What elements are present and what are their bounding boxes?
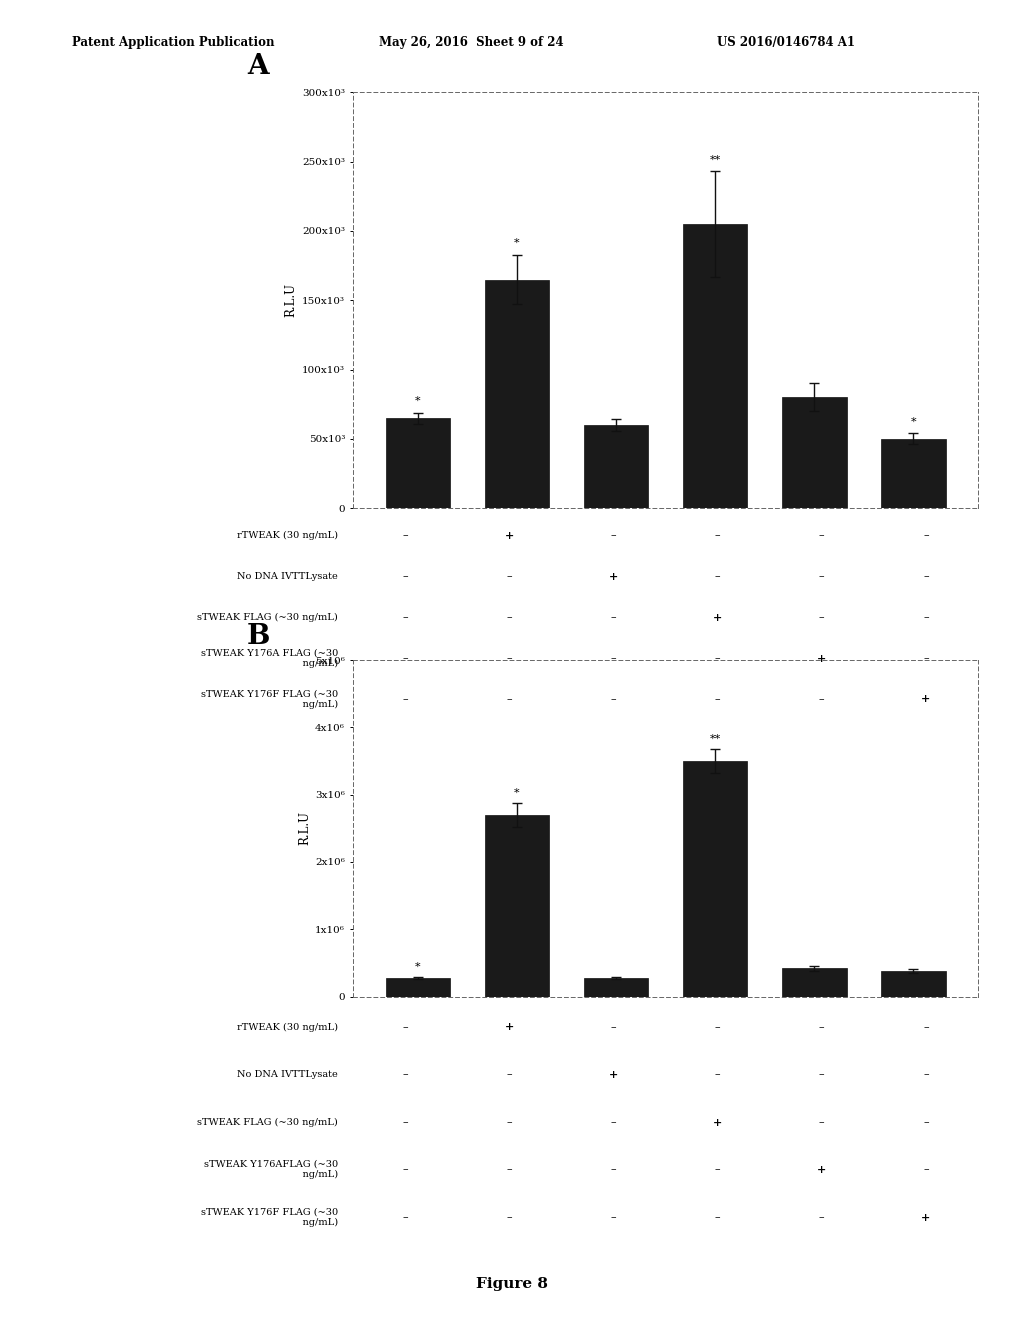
Bar (484, 814, 549, 997)
Bar (683, 760, 748, 997)
Y-axis label: R.L.U: R.L.U (285, 284, 298, 317)
Text: **: ** (710, 156, 721, 165)
Text: +: + (609, 1069, 618, 1080)
Text: –: – (507, 612, 512, 622)
Bar (782, 397, 847, 508)
Text: *: * (514, 239, 520, 248)
Text: –: – (402, 694, 409, 704)
Bar (385, 418, 450, 508)
Text: –: – (923, 572, 929, 581)
Text: –: – (402, 612, 409, 622)
Text: –: – (402, 572, 409, 581)
Text: –: – (507, 1164, 512, 1175)
Text: –: – (715, 1022, 721, 1032)
Text: A: A (247, 53, 268, 81)
Text: –: – (610, 694, 616, 704)
Text: –: – (610, 1022, 616, 1032)
Text: –: – (402, 1022, 409, 1032)
Text: +: + (505, 529, 514, 541)
Text: –: – (819, 1022, 824, 1032)
Text: –: – (507, 572, 512, 581)
Text: No DNA IVTTLysate: No DNA IVTTLysate (238, 572, 338, 581)
Text: –: – (610, 1117, 616, 1127)
Text: –: – (715, 694, 721, 704)
Bar (882, 972, 946, 997)
Text: +: + (505, 1022, 514, 1032)
Text: –: – (715, 1069, 721, 1080)
Text: rTWEAK (30 ng/mL): rTWEAK (30 ng/mL) (237, 1023, 338, 1031)
Text: sTWEAK Y176A FLAG (~30
    ng/mL): sTWEAK Y176A FLAG (~30 ng/mL) (201, 648, 338, 668)
Text: +: + (817, 652, 826, 664)
Text: B: B (247, 623, 270, 649)
Text: –: – (819, 1212, 824, 1222)
Text: –: – (819, 572, 824, 581)
Text: +: + (609, 570, 618, 582)
Text: sTWEAK FLAG (~30 ng/mL): sTWEAK FLAG (~30 ng/mL) (198, 612, 338, 622)
Bar (385, 978, 450, 997)
Bar (584, 425, 648, 508)
Text: –: – (923, 1164, 929, 1175)
Text: *: * (514, 788, 520, 797)
Text: +: + (713, 1117, 722, 1127)
Text: Patent Application Publication: Patent Application Publication (72, 36, 274, 49)
Text: *: * (415, 396, 421, 407)
Text: Figure 8: Figure 8 (476, 1276, 548, 1291)
Text: US 2016/0146784 A1: US 2016/0146784 A1 (717, 36, 855, 49)
Text: –: – (715, 531, 721, 540)
Text: –: – (715, 572, 721, 581)
Text: No DNA IVTTLysate: No DNA IVTTLysate (238, 1071, 338, 1078)
Text: +: + (817, 1164, 826, 1175)
Text: –: – (402, 1117, 409, 1127)
Text: –: – (402, 1212, 409, 1222)
Text: **: ** (710, 734, 721, 743)
Text: sTWEAK Y176F FLAG (~30
    ng/mL): sTWEAK Y176F FLAG (~30 ng/mL) (201, 689, 338, 709)
Text: May 26, 2016  Sheet 9 of 24: May 26, 2016 Sheet 9 of 24 (379, 36, 563, 49)
Text: *: * (415, 962, 421, 972)
Text: –: – (610, 612, 616, 622)
Text: –: – (507, 694, 512, 704)
Text: –: – (507, 1212, 512, 1222)
Text: sTWEAK Y176AFLAG (~30
    ng/mL): sTWEAK Y176AFLAG (~30 ng/mL) (204, 1160, 338, 1179)
Bar (484, 280, 549, 508)
Bar (683, 224, 748, 508)
Text: –: – (819, 531, 824, 540)
Text: –: – (507, 1117, 512, 1127)
Text: –: – (610, 653, 616, 663)
Text: rTWEAK (30 ng/mL): rTWEAK (30 ng/mL) (237, 531, 338, 540)
Text: –: – (610, 1164, 616, 1175)
Bar (584, 978, 648, 997)
Text: –: – (819, 1069, 824, 1080)
Text: –: – (610, 1212, 616, 1222)
Text: –: – (507, 1069, 512, 1080)
Text: –: – (923, 612, 929, 622)
Text: –: – (402, 1069, 409, 1080)
Text: –: – (402, 531, 409, 540)
Text: +: + (713, 611, 722, 623)
Bar (882, 438, 946, 508)
Text: –: – (923, 653, 929, 663)
Text: –: – (819, 612, 824, 622)
Text: –: – (715, 1212, 721, 1222)
Y-axis label: R.L.U: R.L.U (298, 812, 311, 845)
Text: –: – (923, 1022, 929, 1032)
Text: *: * (910, 417, 916, 428)
Text: –: – (507, 653, 512, 663)
Text: –: – (715, 1164, 721, 1175)
Text: –: – (610, 531, 616, 540)
Text: –: – (923, 1117, 929, 1127)
Text: +: + (922, 693, 931, 705)
Text: –: – (923, 1069, 929, 1080)
Text: –: – (923, 531, 929, 540)
Bar (782, 969, 847, 997)
Text: –: – (402, 1164, 409, 1175)
Text: –: – (715, 653, 721, 663)
Text: –: – (819, 694, 824, 704)
Text: sTWEAK Y176F FLAG (~30
    ng/mL): sTWEAK Y176F FLAG (~30 ng/mL) (201, 1208, 338, 1226)
Text: –: – (819, 1117, 824, 1127)
Text: +: + (922, 1212, 931, 1222)
Text: –: – (402, 653, 409, 663)
Text: sTWEAK FLAG (~30 ng/mL): sTWEAK FLAG (~30 ng/mL) (198, 1118, 338, 1126)
